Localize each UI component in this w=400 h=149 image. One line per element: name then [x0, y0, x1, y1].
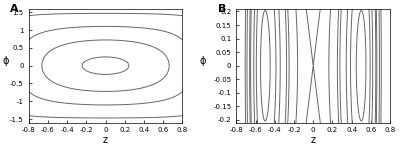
Text: A: A	[10, 4, 19, 14]
X-axis label: z: z	[311, 135, 316, 145]
Text: B: B	[218, 4, 226, 14]
Y-axis label: ϕ: ϕ	[199, 56, 206, 66]
X-axis label: z: z	[103, 135, 108, 145]
Y-axis label: ϕ: ϕ	[2, 56, 9, 66]
